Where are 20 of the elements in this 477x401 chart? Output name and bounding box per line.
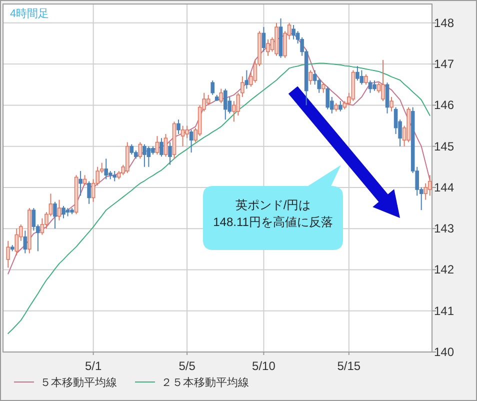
y-tick-label: 148: [434, 16, 454, 30]
y-tick-label: 147: [434, 57, 454, 72]
legend-item: ５本移動平均線: [14, 377, 117, 389]
y-tick-label: 146: [434, 98, 454, 112]
legend-item: ２５本移動平均線: [134, 377, 249, 389]
y-tick-label: 142: [434, 262, 454, 277]
y-tick-label: 144: [434, 180, 454, 194]
x-tick-label: 5/1: [84, 359, 102, 373]
x-tick-label: 5/15: [337, 359, 361, 373]
x-tick-label: 5/10: [252, 359, 276, 373]
y-tick-label: 143: [434, 222, 454, 236]
y-tick-label: 140: [434, 345, 454, 359]
annotation: 4時間足: [10, 7, 50, 20]
legend-label: ５本移動平均線: [40, 376, 117, 389]
y-tick-label: 141: [434, 304, 454, 318]
x-tick-label: 5/5: [178, 359, 196, 373]
annotation: 英ポンド/円は 148.11円を高値に反落: [213, 198, 333, 229]
callout: 英ポンド/円は 148.11円を高値に反落: [203, 165, 343, 250]
legend-label: ２５本移動平均線: [161, 376, 249, 389]
y-tick-label: 145: [434, 139, 454, 154]
